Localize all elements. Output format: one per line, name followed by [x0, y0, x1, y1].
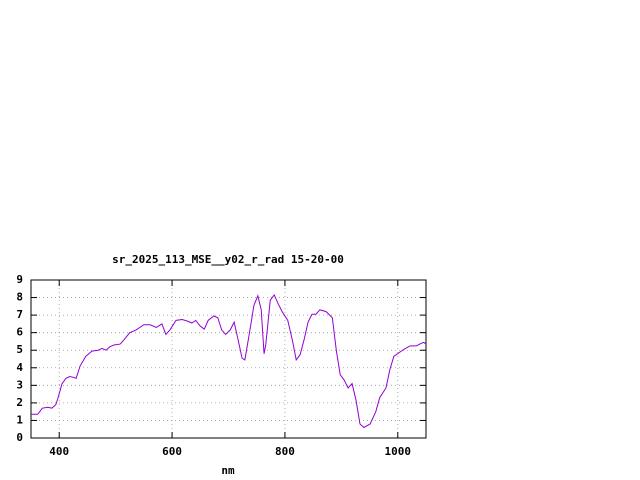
y-tick-label: 6: [16, 326, 23, 339]
x-tick-label: 800: [275, 445, 295, 458]
data-line: [31, 293, 427, 429]
y-tick-label: 7: [16, 308, 23, 321]
y-tick-label: 8: [16, 291, 23, 304]
y-tick-label: 4: [16, 361, 23, 374]
chart-title: sr_2025_113_MSE__y02_r_rad 15-20-00: [112, 253, 344, 266]
y-tick-label: 9: [16, 273, 23, 286]
y-tick-label: 2: [16, 396, 23, 409]
plot-frame: [30, 279, 427, 439]
y-tick-label: 3: [16, 378, 23, 391]
x-tick-label: 1000: [385, 445, 412, 458]
x-tick-label: 400: [49, 445, 69, 458]
y-tick-label: 0: [16, 431, 23, 444]
y-tick-label: 5: [16, 343, 23, 356]
x-axis-label: nm: [221, 464, 235, 477]
y-tick-label: 1: [16, 413, 23, 426]
x-tick-label: 600: [162, 445, 182, 458]
